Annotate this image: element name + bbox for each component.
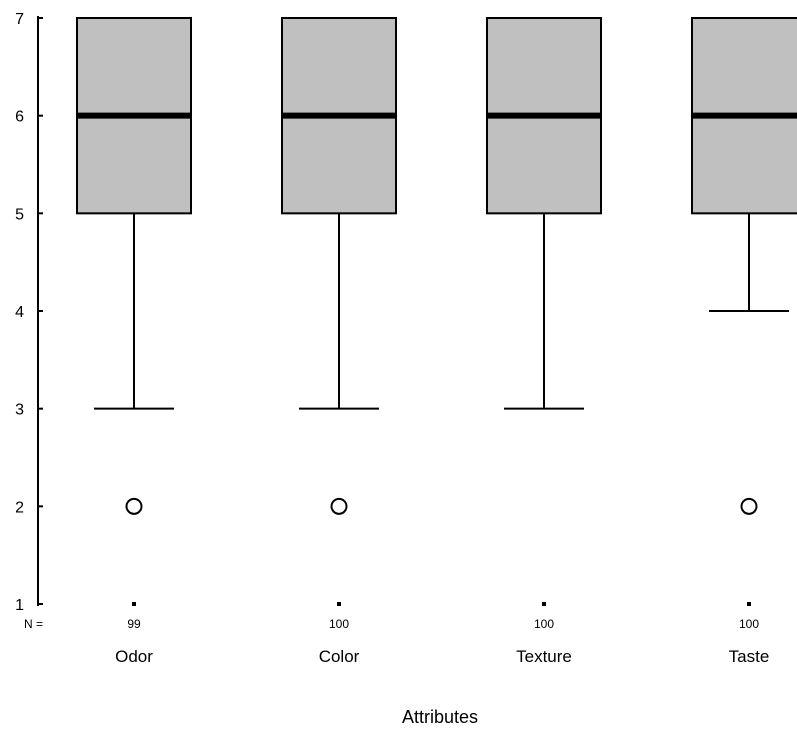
outlier-point <box>740 497 758 515</box>
x-tick <box>337 602 341 606</box>
y-tick-label: 5 <box>15 206 24 223</box>
y-tick-label: 1 <box>15 597 24 614</box>
y-tick-label: 7 <box>15 11 24 28</box>
y-tick-label: 4 <box>15 304 24 321</box>
n-count-label: 100 <box>534 617 554 631</box>
x-tick <box>132 602 136 606</box>
n-prefix-label: N = <box>24 617 43 631</box>
category-label: Color <box>319 647 360 666</box>
box-odor <box>76 17 192 606</box>
n-count-label: 100 <box>329 617 349 631</box>
box-taste <box>691 17 797 606</box>
y-tick-label: 3 <box>15 402 24 419</box>
category-label: Taste <box>729 647 770 666</box>
outlier-point <box>125 497 143 515</box>
box-color <box>281 17 397 606</box>
x-axis-label: Attributes <box>402 707 478 727</box>
y-tick-label: 6 <box>15 109 24 126</box>
plot-area <box>76 17 797 606</box>
outlier-point <box>330 497 348 515</box>
category-labels: 99 Odor 100 Color 100 Texture 100 Taste N = <box>24 617 769 666</box>
category-label: Odor <box>115 647 153 666</box>
x-tick <box>747 602 751 606</box>
y-tick-label: 2 <box>15 499 24 516</box>
n-count-label: 100 <box>739 617 759 631</box>
box-texture <box>486 17 602 606</box>
y-axis: 1 2 3 4 5 6 7 <box>15 11 43 614</box>
x-tick <box>542 602 546 606</box>
n-count-label: 99 <box>127 617 141 631</box>
category-label: Texture <box>516 647 572 666</box>
